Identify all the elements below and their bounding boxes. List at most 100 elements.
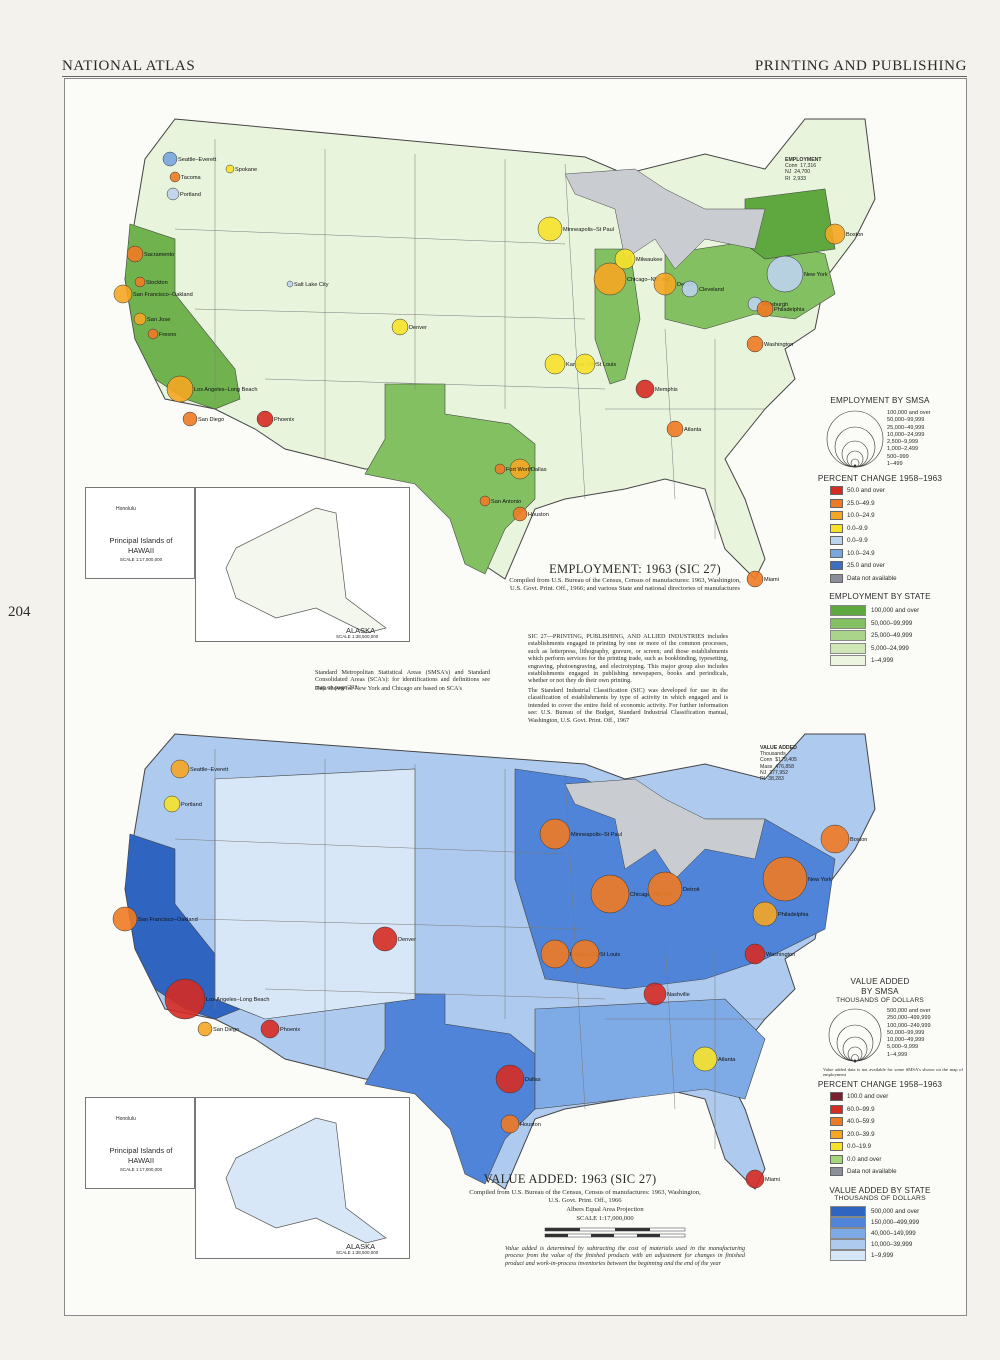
alaska-name-top: ALASKA [346,626,376,635]
legend-label: 500,000 and over [871,1208,920,1215]
value-added-note: Value added is determined by subtracting… [505,1245,745,1267]
hawaii-name-bottom: HAWAII [127,1156,155,1165]
atlas-title: NATIONAL ATLAS [62,58,196,74]
legend-row: 50,000–99,999 [830,617,912,629]
value-map-title: VALUE ADDED: 1963 (SIC 27) [483,1172,657,1186]
city-bubble [745,1169,765,1189]
sic-note-2: The Standard Industrial Classification (… [528,687,728,724]
alaska-shape-top [225,507,387,634]
legend-label: 10.0–24.9 [847,512,875,519]
smsa-class: 500,000 and over [887,1008,931,1014]
legend-label: 1–9,999 [871,1252,894,1259]
legend-row: 5,000–24,999 [830,642,909,654]
header-rule [62,76,967,77]
legend-swatch [830,617,866,629]
smsa-class: 10,000–49,999 [887,1037,925,1044]
hawaii-name-top: HAWAII [127,546,155,555]
maps-canvas: Seattle–Everett Tacoma Spokane Portland Sacr… [112,118,876,1190]
city-bubble [512,506,528,522]
legend-label: 20.0–39.9 [847,1130,875,1138]
city-bubble [756,300,774,318]
city-label: New York [804,272,828,278]
legend-row: 500,000 and over [830,1206,919,1217]
city-bubble [635,379,655,399]
smsa-class: 100,000 and over [887,410,931,416]
legend-label: 40,000–149,999 [871,1230,916,1237]
city-label: Dallas [525,1077,541,1083]
city-bubble [766,255,804,293]
legend-label: 40.0–59.9 [847,1118,875,1125]
city-label: Portland [181,802,202,808]
employment-ref-row: RI 2,933 [785,175,807,182]
legend-swatch [830,1154,843,1164]
city-label: Atlanta [684,427,702,433]
city-label: San Francisco–Oakland [133,292,193,298]
city-bubble [163,795,181,813]
city-bubble [286,280,294,288]
smsa-class: 1,000–2,499 [887,446,919,453]
city-label: Portland [180,192,201,198]
city-bubble [824,223,846,245]
city-label: San Antonio [491,499,521,505]
legend-swatch [830,1167,843,1176]
city-bubble [197,1021,213,1037]
value-smsa-legend-title-2: BY SMSA [861,987,899,996]
city-bubble [495,1064,525,1094]
legend-swatch [830,655,866,666]
legend-label: 0.0–9.9 [847,537,868,544]
texas-top [364,383,536,575]
employment-ref-table: EMPLOYMENT Conn 17,316 NJ 24,700 RI 2,93… [785,157,822,182]
value-ref-row: NJ 377,952 [760,769,788,776]
city-bubble [746,335,764,353]
legend-row: 100,000 and over [830,605,919,616]
legend-label: 0.0–9.9 [847,524,868,532]
smsa-class: 2,500–9,999 [887,439,919,446]
city-bubble [647,871,683,907]
city-bubble [643,982,667,1006]
city-label: Philadelphia [778,912,809,918]
city-bubble [126,245,144,263]
legend-row: 25,000–49,999 [830,630,912,641]
legend-swatch [830,630,866,641]
city-label: Seattle–Everett [190,767,229,773]
employment-smsa-classes: 100,000 and over 50,000–99,999 25,000–49… [887,410,931,468]
smsa-class: 5,000–9,999 [887,1044,919,1051]
legend-label: 5,000–24,999 [871,644,909,652]
legend-row: 25.0–49.9 [830,498,875,508]
legend-row: 40.0–59.9 [830,1117,875,1126]
smsa-class: 250,000–499,999 [887,1015,931,1022]
value-smsa-classes: 500,000 and over 250,000–499,999 100,000… [887,1008,931,1059]
city-label: Cleveland [699,287,724,293]
smsa-class: 500–999 [887,453,909,460]
legend-swatch [830,486,843,495]
city-label: Philadelphia [774,307,805,313]
city-bubble [574,353,596,375]
alaska-name-bottom: ALASKA [346,1242,376,1251]
chicago-note: Data shown for New York and Chicago are … [315,685,463,692]
city-bubble [540,939,570,969]
city-bubble [570,939,600,969]
city-bubble [182,411,198,427]
legend-swatch [830,1117,843,1126]
legend-label: 10.0–24.9 [847,549,875,557]
city-label: Boston [846,232,863,238]
legend-swatch [830,1104,843,1114]
sic-note: SIC 27—PRINTING, PUBLISHING, AND ALLIED … [528,633,728,685]
legend-label: 25.0–49.9 [847,499,875,507]
value-map-caption: Compiled from U.S. Bureau of the Census,… [469,1189,701,1204]
legend-swatch [830,523,843,533]
smsa-class: 100,000–249,999 [887,1022,931,1029]
city-bubble [391,318,409,336]
legend-row: 40,000–149,999 [830,1228,916,1239]
city-bubble [537,216,563,242]
legend-swatch [830,573,843,583]
legend-row: 0.0–9.9 [830,536,868,545]
employment-map: Seattle–Everett Tacoma Spokane Portland Sacr… [113,118,876,588]
legend-swatch [830,1206,866,1217]
scale-label: SCALE 1:17,000,000 [576,1215,634,1222]
smsa-class: 10,000–24,999 [887,431,925,438]
city-label: Phoenix [280,1027,300,1033]
city-label: Memphis [655,387,678,393]
great-lakes-bottom [564,778,766,880]
city-bubble [681,280,699,298]
